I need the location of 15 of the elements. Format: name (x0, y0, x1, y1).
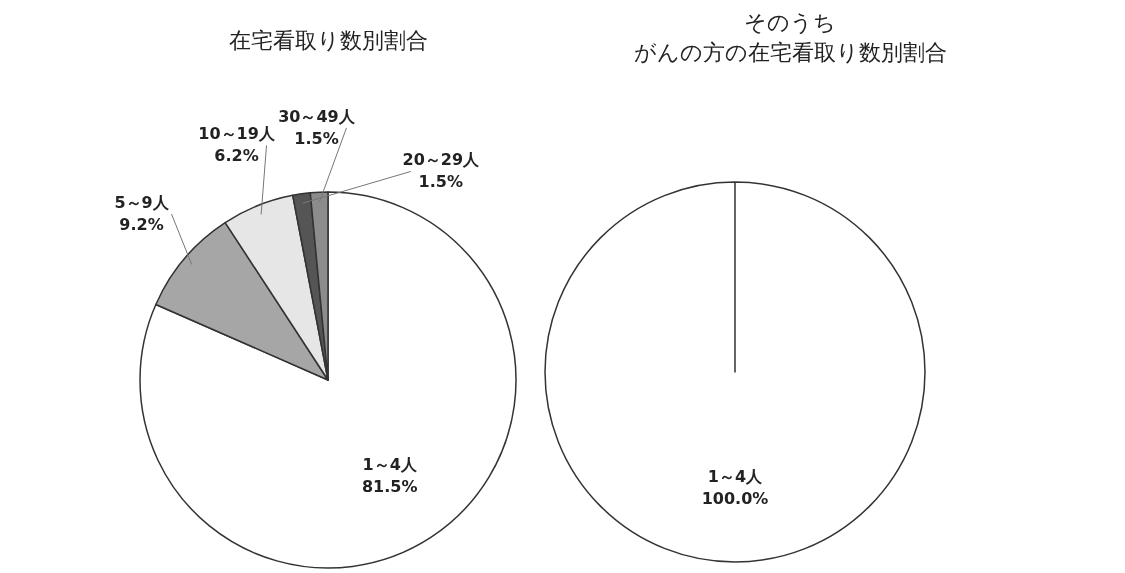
slice-label: 10～19人 (198, 124, 276, 144)
slice-label: 1～4人 (707, 467, 764, 486)
data-label: 9.2% (119, 215, 164, 235)
data-label: 81.5% (361, 477, 418, 497)
chart-title: そのうち (744, 10, 836, 35)
chart-title: 在宅看取り数別割合 (228, 28, 428, 53)
slice-label: 20～29人 (402, 150, 481, 170)
slice-label: 1～4人 (362, 455, 418, 475)
slice-label: 30～49人 (278, 106, 356, 126)
data-label: 6.2% (214, 146, 259, 166)
data-label: 100.0% (701, 489, 769, 508)
chart-subtitle: がんの方の在宅看取り数別割合 (633, 40, 947, 65)
data-label: 1.5% (294, 128, 339, 148)
slice-label: 5～9人 (114, 193, 170, 213)
data-label: 1.5% (418, 172, 463, 192)
